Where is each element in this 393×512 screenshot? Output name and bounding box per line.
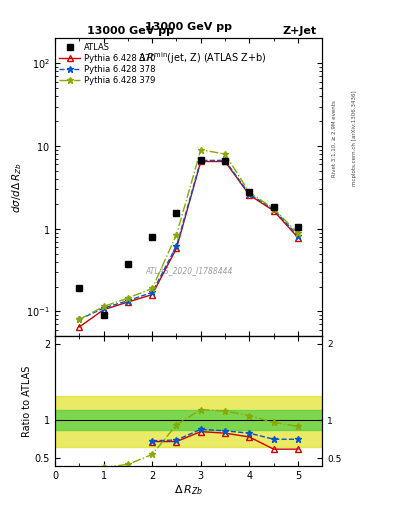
Text: Z+Jet: Z+Jet bbox=[283, 26, 317, 36]
Line: Pythia 6.428 378: Pythia 6.428 378 bbox=[76, 157, 301, 323]
Pythia 6.428 370 bbox=[296, 234, 300, 241]
ATLAS bbox=[125, 261, 130, 267]
Pythia 6.428 379 bbox=[198, 147, 203, 153]
Legend: ATLAS, Pythia 6.428 370, Pythia 6.428 378, Pythia 6.428 379: ATLAS, Pythia 6.428 370, Pythia 6.428 37… bbox=[57, 41, 157, 87]
Pythia 6.428 379 bbox=[271, 206, 276, 212]
ATLAS bbox=[198, 157, 203, 163]
Text: ATLAS_2020_I1788444: ATLAS_2020_I1788444 bbox=[145, 266, 232, 275]
Pythia 6.428 370 bbox=[77, 324, 82, 330]
ATLAS bbox=[247, 189, 252, 195]
Line: Pythia 6.428 370: Pythia 6.428 370 bbox=[77, 159, 301, 330]
Pythia 6.428 379 bbox=[247, 189, 252, 196]
Pythia 6.428 378 bbox=[198, 157, 203, 163]
Pythia 6.428 370 bbox=[101, 307, 106, 313]
Pythia 6.428 370 bbox=[271, 208, 276, 214]
ATLAS bbox=[271, 204, 276, 210]
Text: 13000 GeV pp: 13000 GeV pp bbox=[87, 26, 174, 36]
Pythia 6.428 370 bbox=[198, 158, 203, 164]
Pythia 6.428 379 bbox=[101, 304, 106, 310]
Pythia 6.428 379 bbox=[125, 295, 130, 301]
Line: Pythia 6.428 379: Pythia 6.428 379 bbox=[76, 146, 301, 323]
Pythia 6.428 378 bbox=[150, 289, 154, 295]
Text: mcplots.cern.ch [arXiv:1306.3436]: mcplots.cern.ch [arXiv:1306.3436] bbox=[352, 91, 357, 186]
Pythia 6.428 379 bbox=[77, 316, 82, 323]
ATLAS bbox=[223, 158, 228, 164]
ATLAS bbox=[77, 285, 82, 291]
Pythia 6.428 370 bbox=[174, 245, 179, 251]
Text: Rivet 3.1.10, ≥ 2.9M events: Rivet 3.1.10, ≥ 2.9M events bbox=[332, 100, 337, 177]
Pythia 6.428 370 bbox=[125, 299, 130, 305]
Pythia 6.428 370 bbox=[247, 192, 252, 198]
Pythia 6.428 379 bbox=[296, 230, 300, 237]
ATLAS bbox=[174, 210, 179, 216]
Text: $\Delta\, R^{\rm min}$(jet, Z) (ATLAS Z+b): $\Delta\, R^{\rm min}$(jet, Z) (ATLAS Z+… bbox=[138, 50, 266, 66]
Line: ATLAS: ATLAS bbox=[76, 157, 301, 318]
ATLAS bbox=[101, 312, 106, 318]
Pythia 6.428 378 bbox=[174, 243, 179, 249]
Pythia 6.428 379 bbox=[174, 231, 179, 238]
Y-axis label: $d\sigma/d\Delta\, R_{Zb}$: $d\sigma/d\Delta\, R_{Zb}$ bbox=[10, 162, 24, 212]
Pythia 6.428 378 bbox=[271, 206, 276, 212]
Text: 13000 GeV pp: 13000 GeV pp bbox=[145, 23, 232, 32]
Pythia 6.428 370 bbox=[150, 291, 154, 297]
Pythia 6.428 378 bbox=[125, 297, 130, 304]
ATLAS bbox=[296, 224, 300, 230]
Pythia 6.428 378 bbox=[77, 316, 82, 323]
Y-axis label: Ratio to ATLAS: Ratio to ATLAS bbox=[22, 366, 32, 437]
Pythia 6.428 379 bbox=[150, 285, 154, 291]
Pythia 6.428 379 bbox=[223, 151, 228, 157]
ATLAS bbox=[150, 233, 154, 240]
Pythia 6.428 378 bbox=[223, 157, 228, 163]
Pythia 6.428 378 bbox=[101, 305, 106, 311]
Pythia 6.428 370 bbox=[223, 158, 228, 164]
Bar bbox=[55, 396, 322, 447]
Bar bbox=[55, 410, 322, 430]
Pythia 6.428 378 bbox=[296, 233, 300, 239]
Pythia 6.428 378 bbox=[247, 191, 252, 197]
X-axis label: $\Delta\, R_{Zb}$: $\Delta\, R_{Zb}$ bbox=[174, 483, 203, 497]
